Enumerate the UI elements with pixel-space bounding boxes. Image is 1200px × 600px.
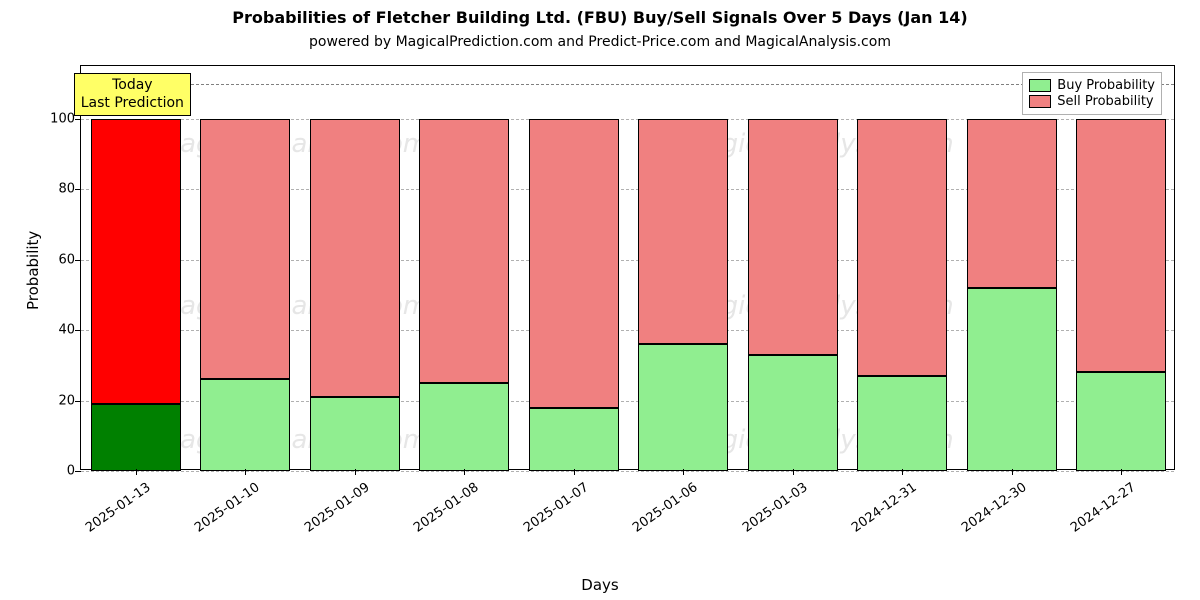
y-tick-label: 80 [58, 182, 81, 197]
bar-buy [310, 397, 400, 471]
x-tick-mark [245, 469, 246, 475]
legend-swatch [1029, 95, 1051, 108]
bar-buy [200, 379, 290, 471]
bar-buy [1076, 372, 1166, 471]
y-axis-label: Probability [24, 231, 42, 310]
y-tick-label: 40 [58, 323, 81, 338]
y-tick-label: 20 [58, 393, 81, 408]
bar-buy [967, 288, 1057, 471]
x-tick-mark [1012, 469, 1013, 475]
x-tick-mark [902, 469, 903, 475]
y-tick-label: 0 [67, 464, 81, 479]
bar-sell [638, 119, 728, 344]
y-tick-label: 60 [58, 252, 81, 267]
x-tick-label: 2025-01-09 [290, 480, 372, 544]
x-tick-label: 2024-12-31 [838, 480, 920, 544]
x-tick-mark [355, 469, 356, 475]
x-axis-label: Days [0, 576, 1200, 594]
x-tick-label: 2025-01-08 [400, 480, 482, 544]
x-tick-label: 2024-12-30 [947, 480, 1029, 544]
bar-sell [857, 119, 947, 376]
callout-today: TodayLast Prediction [74, 73, 191, 116]
bar-sell [419, 119, 509, 383]
bar-buy [857, 376, 947, 471]
x-tick-label: 2025-01-07 [509, 480, 591, 544]
bar-sell [748, 119, 838, 355]
x-tick-label: 2025-01-10 [181, 480, 263, 544]
x-tick-mark [793, 469, 794, 475]
bar-buy [748, 355, 838, 471]
legend-label: Buy Probability [1057, 78, 1155, 93]
chart-subtitle: powered by MagicalPrediction.com and Pre… [0, 34, 1200, 50]
x-tick-mark [683, 469, 684, 475]
callout-line1: Today [81, 77, 184, 95]
x-tick-label: 2025-01-03 [728, 480, 810, 544]
bar-buy [638, 344, 728, 471]
bar-sell [967, 119, 1057, 288]
bar-buy [91, 404, 181, 471]
x-tick-label: 2025-01-13 [71, 480, 153, 544]
legend-item-sell: Sell Probability [1029, 94, 1155, 109]
bar-buy [529, 408, 619, 471]
callout-line2: Last Prediction [81, 95, 184, 113]
legend-label: Sell Probability [1057, 94, 1153, 109]
chart-title: Probabilities of Fletcher Building Ltd. … [0, 8, 1200, 27]
legend-swatch [1029, 79, 1051, 92]
x-tick-mark [136, 469, 137, 475]
legend: Buy ProbabilitySell Probability [1022, 72, 1162, 115]
x-tick-label: 2025-01-06 [619, 480, 701, 544]
bar-sell [200, 119, 290, 380]
legend-item-buy: Buy Probability [1029, 78, 1155, 93]
bar-sell [310, 119, 400, 397]
x-tick-mark [574, 469, 575, 475]
bar-sell [529, 119, 619, 408]
bar-sell [91, 119, 181, 404]
x-tick-mark [464, 469, 465, 475]
plot-area: 020406080100MagicalAnalysis.comMagicalAn… [80, 65, 1175, 470]
x-tick-mark [1121, 469, 1122, 475]
x-tick-label: 2024-12-27 [1057, 480, 1139, 544]
reference-line [81, 84, 1174, 85]
bar-sell [1076, 119, 1166, 373]
bar-buy [419, 383, 509, 471]
